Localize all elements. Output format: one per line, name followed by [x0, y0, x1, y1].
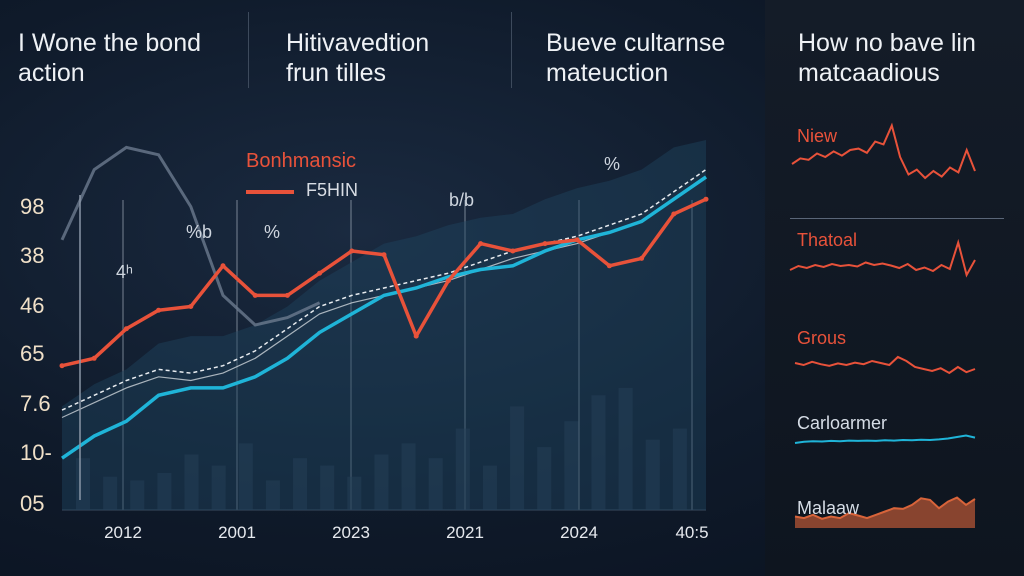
- bar: [293, 458, 308, 510]
- y-tick-label: 38: [20, 243, 45, 268]
- mini-line: [794, 355, 976, 375]
- legend-series-label: F5HIN: [306, 180, 359, 200]
- bar: [211, 465, 226, 510]
- chart-annotation: %: [264, 222, 281, 242]
- bar: [103, 476, 118, 510]
- header-title-3: Bueve cultarnse mateuction: [546, 29, 726, 87]
- bar: [455, 428, 470, 510]
- bar: [564, 421, 579, 510]
- data-point: [123, 326, 129, 332]
- chart-annotation: %: [604, 154, 621, 174]
- panel-divider: [790, 218, 1004, 219]
- header-divider: [511, 12, 512, 88]
- mini-area: [795, 497, 975, 528]
- bar: [428, 458, 443, 510]
- panel-label-malaaw: Malaaw: [797, 498, 860, 518]
- data-point: [478, 241, 484, 247]
- bar: [157, 473, 172, 510]
- series-line-gray: [60, 145, 321, 327]
- x-tick-label: 2021: [446, 523, 484, 542]
- header-title-1: I Wone the bond action: [18, 29, 202, 87]
- bar: [645, 439, 660, 510]
- y-tick-label: 65: [20, 341, 45, 366]
- bar: [347, 476, 362, 510]
- x-tick-label: 2001: [218, 523, 256, 542]
- bar: [591, 395, 606, 510]
- data-point: [91, 355, 97, 361]
- data-point: [284, 292, 290, 298]
- chart-annotation: %b: [186, 222, 213, 242]
- bar: [184, 454, 199, 510]
- data-point: [606, 263, 612, 269]
- bar: [618, 387, 633, 510]
- data-point: [188, 304, 194, 309]
- bar: [238, 443, 253, 510]
- data-point: [413, 333, 419, 339]
- data-point: [639, 255, 645, 261]
- series-line-cyan: [61, 175, 707, 460]
- y-tick-label: 05: [20, 491, 45, 516]
- legend-title: Bonhmansic: [246, 150, 357, 172]
- x-tick-label: 2023: [332, 523, 370, 542]
- data-point: [510, 248, 516, 254]
- y-tick-label: 98: [20, 194, 45, 219]
- panel-label-carloarmer: Carloarmer: [797, 413, 888, 433]
- header-title-2: Hitivavedtion frun tilles: [286, 29, 430, 87]
- header-title-4: How no bave lin matcaadious: [798, 29, 976, 87]
- data-point: [252, 292, 258, 298]
- x-tick-label: 2024: [560, 523, 598, 542]
- area-fill: [62, 140, 706, 510]
- bar: [374, 454, 389, 510]
- data-point: [542, 241, 548, 247]
- bar: [401, 443, 416, 510]
- data-point: [445, 278, 451, 284]
- bar: [130, 480, 145, 510]
- data-point: [671, 211, 677, 217]
- data-point: [317, 270, 323, 276]
- data-point: [349, 248, 355, 254]
- data-point: [381, 252, 387, 258]
- bar: [482, 465, 497, 510]
- bar: [510, 406, 525, 510]
- x-tick-label: 40:5: [675, 523, 709, 542]
- bar: [537, 447, 552, 510]
- data-point: [220, 263, 226, 269]
- mini-line: [794, 496, 976, 520]
- mini-line: [789, 238, 976, 278]
- data-point: [156, 307, 162, 313]
- side-panel: [765, 0, 1024, 576]
- y-tick-label: 10-: [20, 440, 52, 465]
- bar: [265, 480, 280, 510]
- legend-swatch: [246, 190, 294, 194]
- data-point: [59, 363, 65, 369]
- x-tick-label: 2012: [104, 523, 142, 542]
- chart-annotation: 4ʰ: [116, 262, 133, 282]
- data-point: [703, 196, 709, 202]
- panel-label-niew: Niew: [797, 126, 838, 146]
- bar: [320, 465, 335, 510]
- data-point: [574, 237, 580, 243]
- mini-line: [794, 434, 976, 444]
- y-tick-label: 7.6: [20, 391, 51, 416]
- y-tick-label: 46: [20, 293, 45, 318]
- header-divider: [248, 12, 249, 88]
- chart-annotation: b/b: [449, 190, 475, 210]
- series-line-white-dashed: [61, 168, 707, 411]
- mini-line: [791, 122, 976, 180]
- panel-label-grous: Grous: [797, 328, 847, 348]
- bar: [672, 428, 687, 510]
- panel-label-thatoal: Thatoal: [797, 230, 858, 250]
